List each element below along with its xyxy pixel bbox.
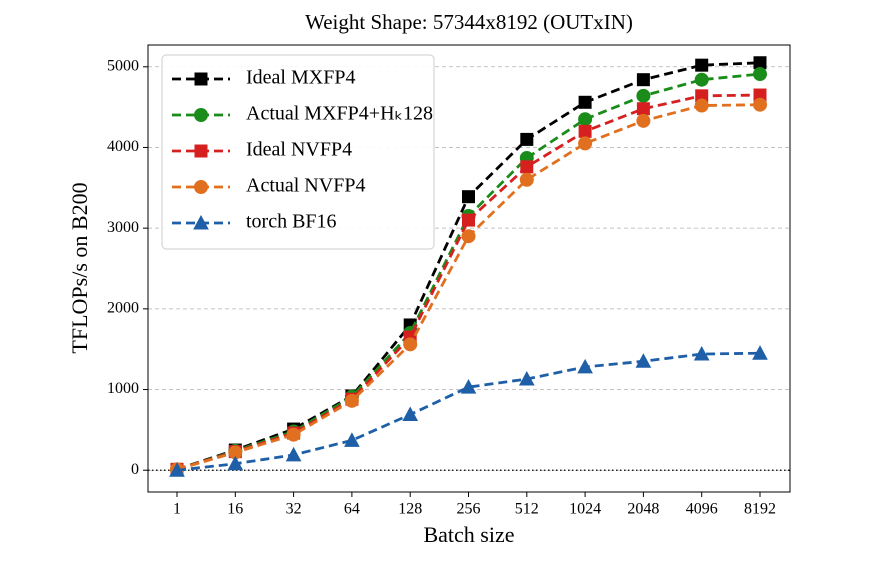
y-tick-label: 5000 [107,57,139,74]
data-point [402,406,419,422]
x-tick-label: 128 [398,501,422,518]
x-tick-label: 512 [515,501,539,518]
x-tick-label: 16 [227,501,243,518]
data-point [753,67,767,82]
data-point [578,124,592,138]
data-point [462,213,475,227]
x-tick-label: 4096 [686,501,718,518]
x-tick-label: 1 [173,501,181,518]
data-point [578,112,593,127]
legend-label: Ideal NVFP4 [246,139,352,161]
data-point [636,88,651,103]
data-point [753,97,767,112]
chart-title: Weight Shape: 57344x8192 (OUTxIN) [305,10,633,34]
data-point [577,358,593,374]
data-point [695,58,709,72]
data-point [578,136,593,151]
x-tick-label: 2048 [627,501,659,518]
data-point [286,427,301,442]
data-point [460,379,477,394]
data-point [520,160,534,174]
x-axis-label: Batch size [423,522,514,547]
plot-frame [147,44,791,493]
legend-label: Actual MXFP4+Hₖ128 [246,103,433,125]
legend-label: Ideal MXFP4 [246,67,355,89]
data-point [753,56,767,70]
x-tick-label: 8192 [744,501,776,518]
x-tick-label: 32 [286,501,302,518]
data-point [462,190,475,204]
legend-marker [193,214,209,230]
data-point [578,95,592,109]
data-point [636,73,650,87]
y-tick-label: 0 [131,461,139,478]
y-tick-label: 1000 [107,380,139,397]
data-point [169,462,185,477]
data-point [461,229,476,244]
data-point [635,353,652,368]
y-axis-label: TFLOPs/s on B200 [67,182,92,353]
legend-marker [194,108,208,122]
data-point [227,455,244,471]
legend-box [161,54,435,250]
data-point [693,345,710,361]
data-point [403,337,418,352]
legend-label: torch BF16 [246,211,337,233]
legend-marker [194,180,208,194]
data-point [520,132,534,146]
legend-marker [194,72,208,86]
data-point [285,446,302,462]
x-tick-label: 64 [344,501,360,518]
data-point [519,172,534,187]
data-point [636,102,650,116]
data-point [752,345,768,360]
y-tick-label: 2000 [107,300,139,317]
data-point [344,393,359,408]
x-tick-label: 1024 [569,501,601,518]
y-tick-label: 4000 [107,138,139,155]
data-point [344,432,360,447]
series-line [176,351,761,472]
data-point [694,72,709,87]
legend-marker [194,144,208,158]
data-point [518,370,535,386]
x-tick-label: 256 [457,501,481,518]
data-point [636,113,651,128]
data-point [694,98,709,113]
y-tick-label: 3000 [107,219,139,236]
legend-label: Actual NVFP4 [246,175,365,197]
